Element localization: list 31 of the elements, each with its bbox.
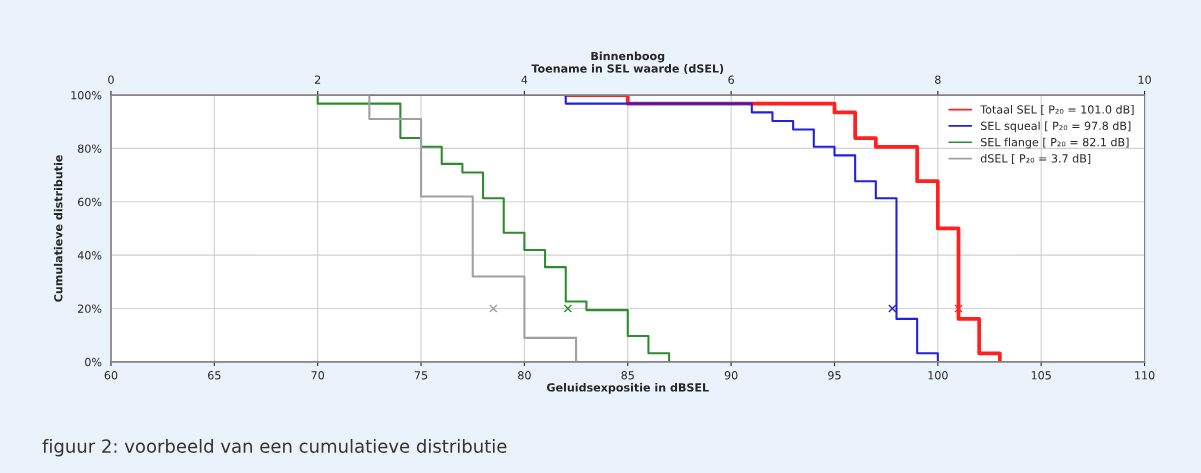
x2-tick-label: 0: [108, 75, 114, 84]
y-axis-title: Cumulatieve distributie: [53, 155, 63, 302]
legend-label: SEL squeal [ P₂₀ = 97.8 dB]: [981, 121, 1131, 133]
y-tick-label: 40%: [77, 251, 102, 260]
x2-tick-label: 4: [521, 75, 528, 84]
legend-label: Totaal SEL [ P₂₀ = 101.0 dB]: [980, 105, 1134, 115]
y-tick-label: 0%: [85, 357, 102, 367]
y-tick-label: 60%: [78, 197, 102, 207]
x-tick-label: 70: [311, 371, 325, 380]
x-tick-label: 60: [104, 371, 118, 380]
x-tick-label: 100: [928, 371, 948, 380]
text: figuur 2: voorbeeld van een cumulatieve distributie: [42, 438, 507, 457]
x-tick-label: 95: [828, 371, 841, 380]
y-tick-label: 80%: [78, 144, 102, 153]
y-tick-label: 100%: [71, 91, 102, 100]
x-axis-title: Geluidsexpositie in dBSEL: [546, 383, 709, 394]
x-tick-label: 105: [1031, 371, 1051, 380]
x2-tick-label: 2: [314, 75, 321, 84]
x2-tick-label: 6: [728, 75, 734, 84]
x-tick-label: 90: [724, 371, 738, 380]
legend-label: dSEL [ P₂₀ = 3.7 dB]: [980, 154, 1091, 164]
x-tick-label: 65: [208, 371, 221, 380]
x2-tick-label: 8: [935, 75, 941, 84]
legend-label: SEL flange [ P₂₀ = 82.1 dB]: [981, 137, 1129, 149]
x-tick-label: 110: [1135, 371, 1155, 380]
x2-axis-title: Binnenboog Toename in SEL waarde (dSEL): [531, 51, 724, 74]
x-tick-label: 75: [414, 371, 428, 380]
x-tick-label: 80: [518, 371, 531, 380]
y-tick-label: 20%: [78, 304, 102, 313]
x2-tick-label: 10: [1138, 75, 1151, 84]
x-tick-label: 85: [621, 371, 634, 380]
